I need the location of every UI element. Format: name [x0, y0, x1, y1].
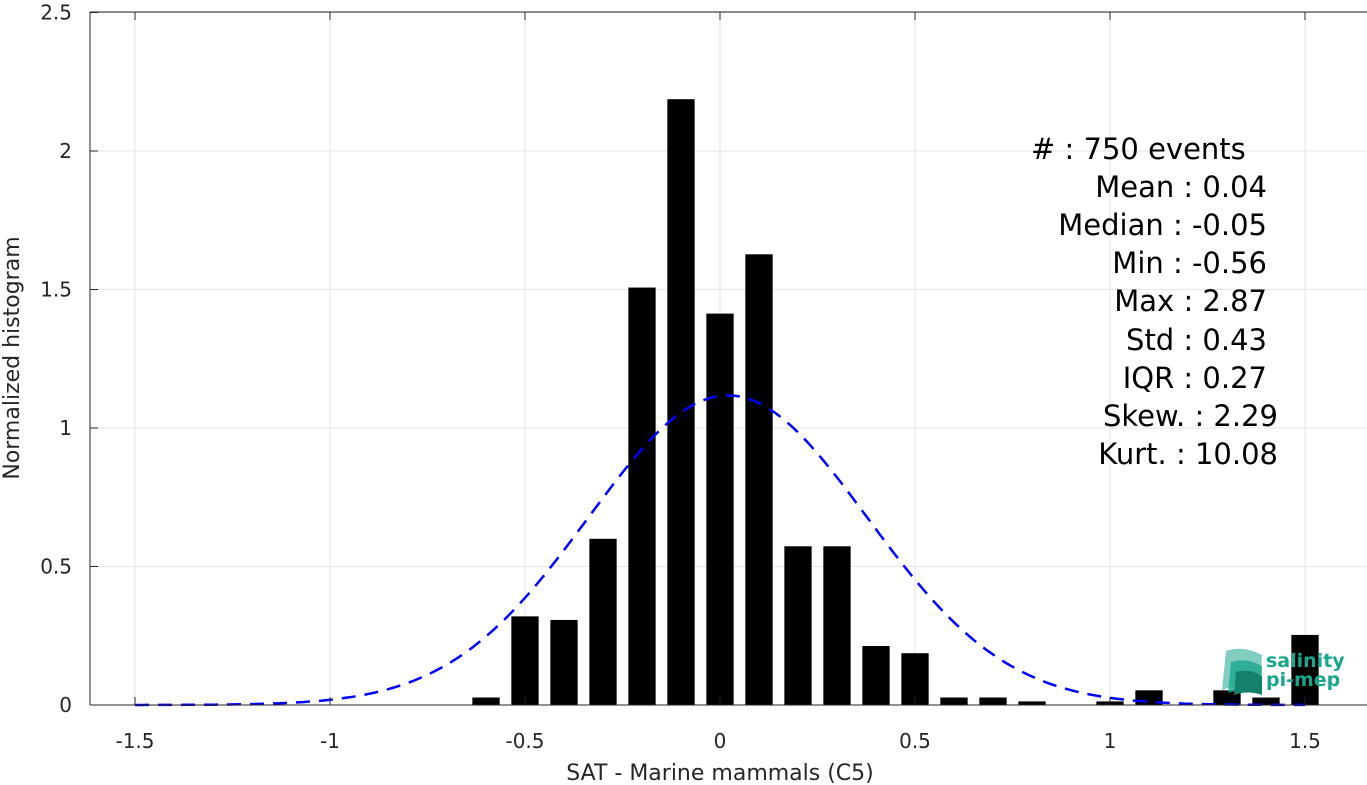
stat-std: Std : 0.43	[1126, 323, 1267, 357]
logo-waves-icon	[1222, 648, 1262, 695]
histogram-bar	[472, 697, 500, 705]
histogram-bar	[1291, 634, 1319, 705]
histogram-bar	[589, 538, 617, 705]
statistics-annotation: # : 750 events Mean : 0.04 Median : -0.0…	[1031, 132, 1278, 471]
x-tick-label: 1.5	[1289, 729, 1321, 753]
y-tick-label: 0.5	[40, 555, 72, 579]
stat-mean: Mean : 0.04	[1095, 170, 1267, 204]
histogram-bar	[511, 616, 539, 705]
x-axis-label: SAT - Marine mammals (C5)	[566, 761, 874, 785]
x-axis-ticks: -1.5 -1 -0.5 0 0.5 1 1.5	[115, 12, 1321, 753]
logo-text-line1: salinity	[1266, 650, 1345, 672]
x-tick-label: -0.5	[505, 729, 544, 753]
y-tick-label: 2	[59, 139, 72, 163]
histogram-bar	[1018, 701, 1046, 705]
y-tick-label: 2.5	[40, 1, 72, 25]
histogram-bar	[550, 619, 578, 705]
histogram-bar	[745, 254, 773, 706]
histogram-bar	[667, 99, 695, 706]
axes	[89, 11, 1367, 706]
y-tick-label: 1.5	[40, 278, 72, 302]
logo-text-line2: pi-mep	[1266, 669, 1340, 691]
y-axis-ticks: 0 0.5 1 1.5 2 2.5	[40, 1, 98, 717]
x-tick-label: 0.5	[899, 729, 931, 753]
histogram-bar	[901, 653, 929, 705]
x-tick-label: -1.5	[115, 729, 154, 753]
salinity-pimep-logo: salinity pi-mep	[1222, 648, 1345, 695]
histogram-bar	[706, 313, 734, 705]
stat-min: Min : -0.56	[1112, 246, 1267, 280]
histogram-bars	[472, 99, 1319, 706]
y-axis-label: Normalized histogram	[0, 236, 25, 479]
histogram-bar	[628, 287, 656, 705]
histogram-bar	[862, 645, 890, 705]
x-tick-label: -1	[320, 729, 340, 753]
histogram-bar	[1252, 697, 1280, 705]
stat-max: Max : 2.87	[1114, 284, 1267, 318]
stat-events: # : 750 events	[1031, 132, 1246, 166]
stat-kurt: Kurt. : 10.08	[1098, 437, 1278, 471]
stat-iqr: IQR : 0.27	[1123, 361, 1267, 395]
y-tick-label: 1	[59, 416, 72, 440]
histogram-bar	[940, 697, 968, 705]
histogram-bar	[979, 697, 1007, 705]
histogram-bar	[823, 546, 851, 705]
x-tick-label: 0	[714, 729, 727, 753]
y-tick-label: 0	[59, 693, 72, 717]
histogram-bar	[784, 546, 812, 705]
histogram-bar	[1213, 690, 1241, 705]
stat-skew: Skew. : 2.29	[1103, 399, 1278, 433]
x-tick-label: 1	[1104, 729, 1117, 753]
stat-median: Median : -0.05	[1058, 208, 1267, 242]
